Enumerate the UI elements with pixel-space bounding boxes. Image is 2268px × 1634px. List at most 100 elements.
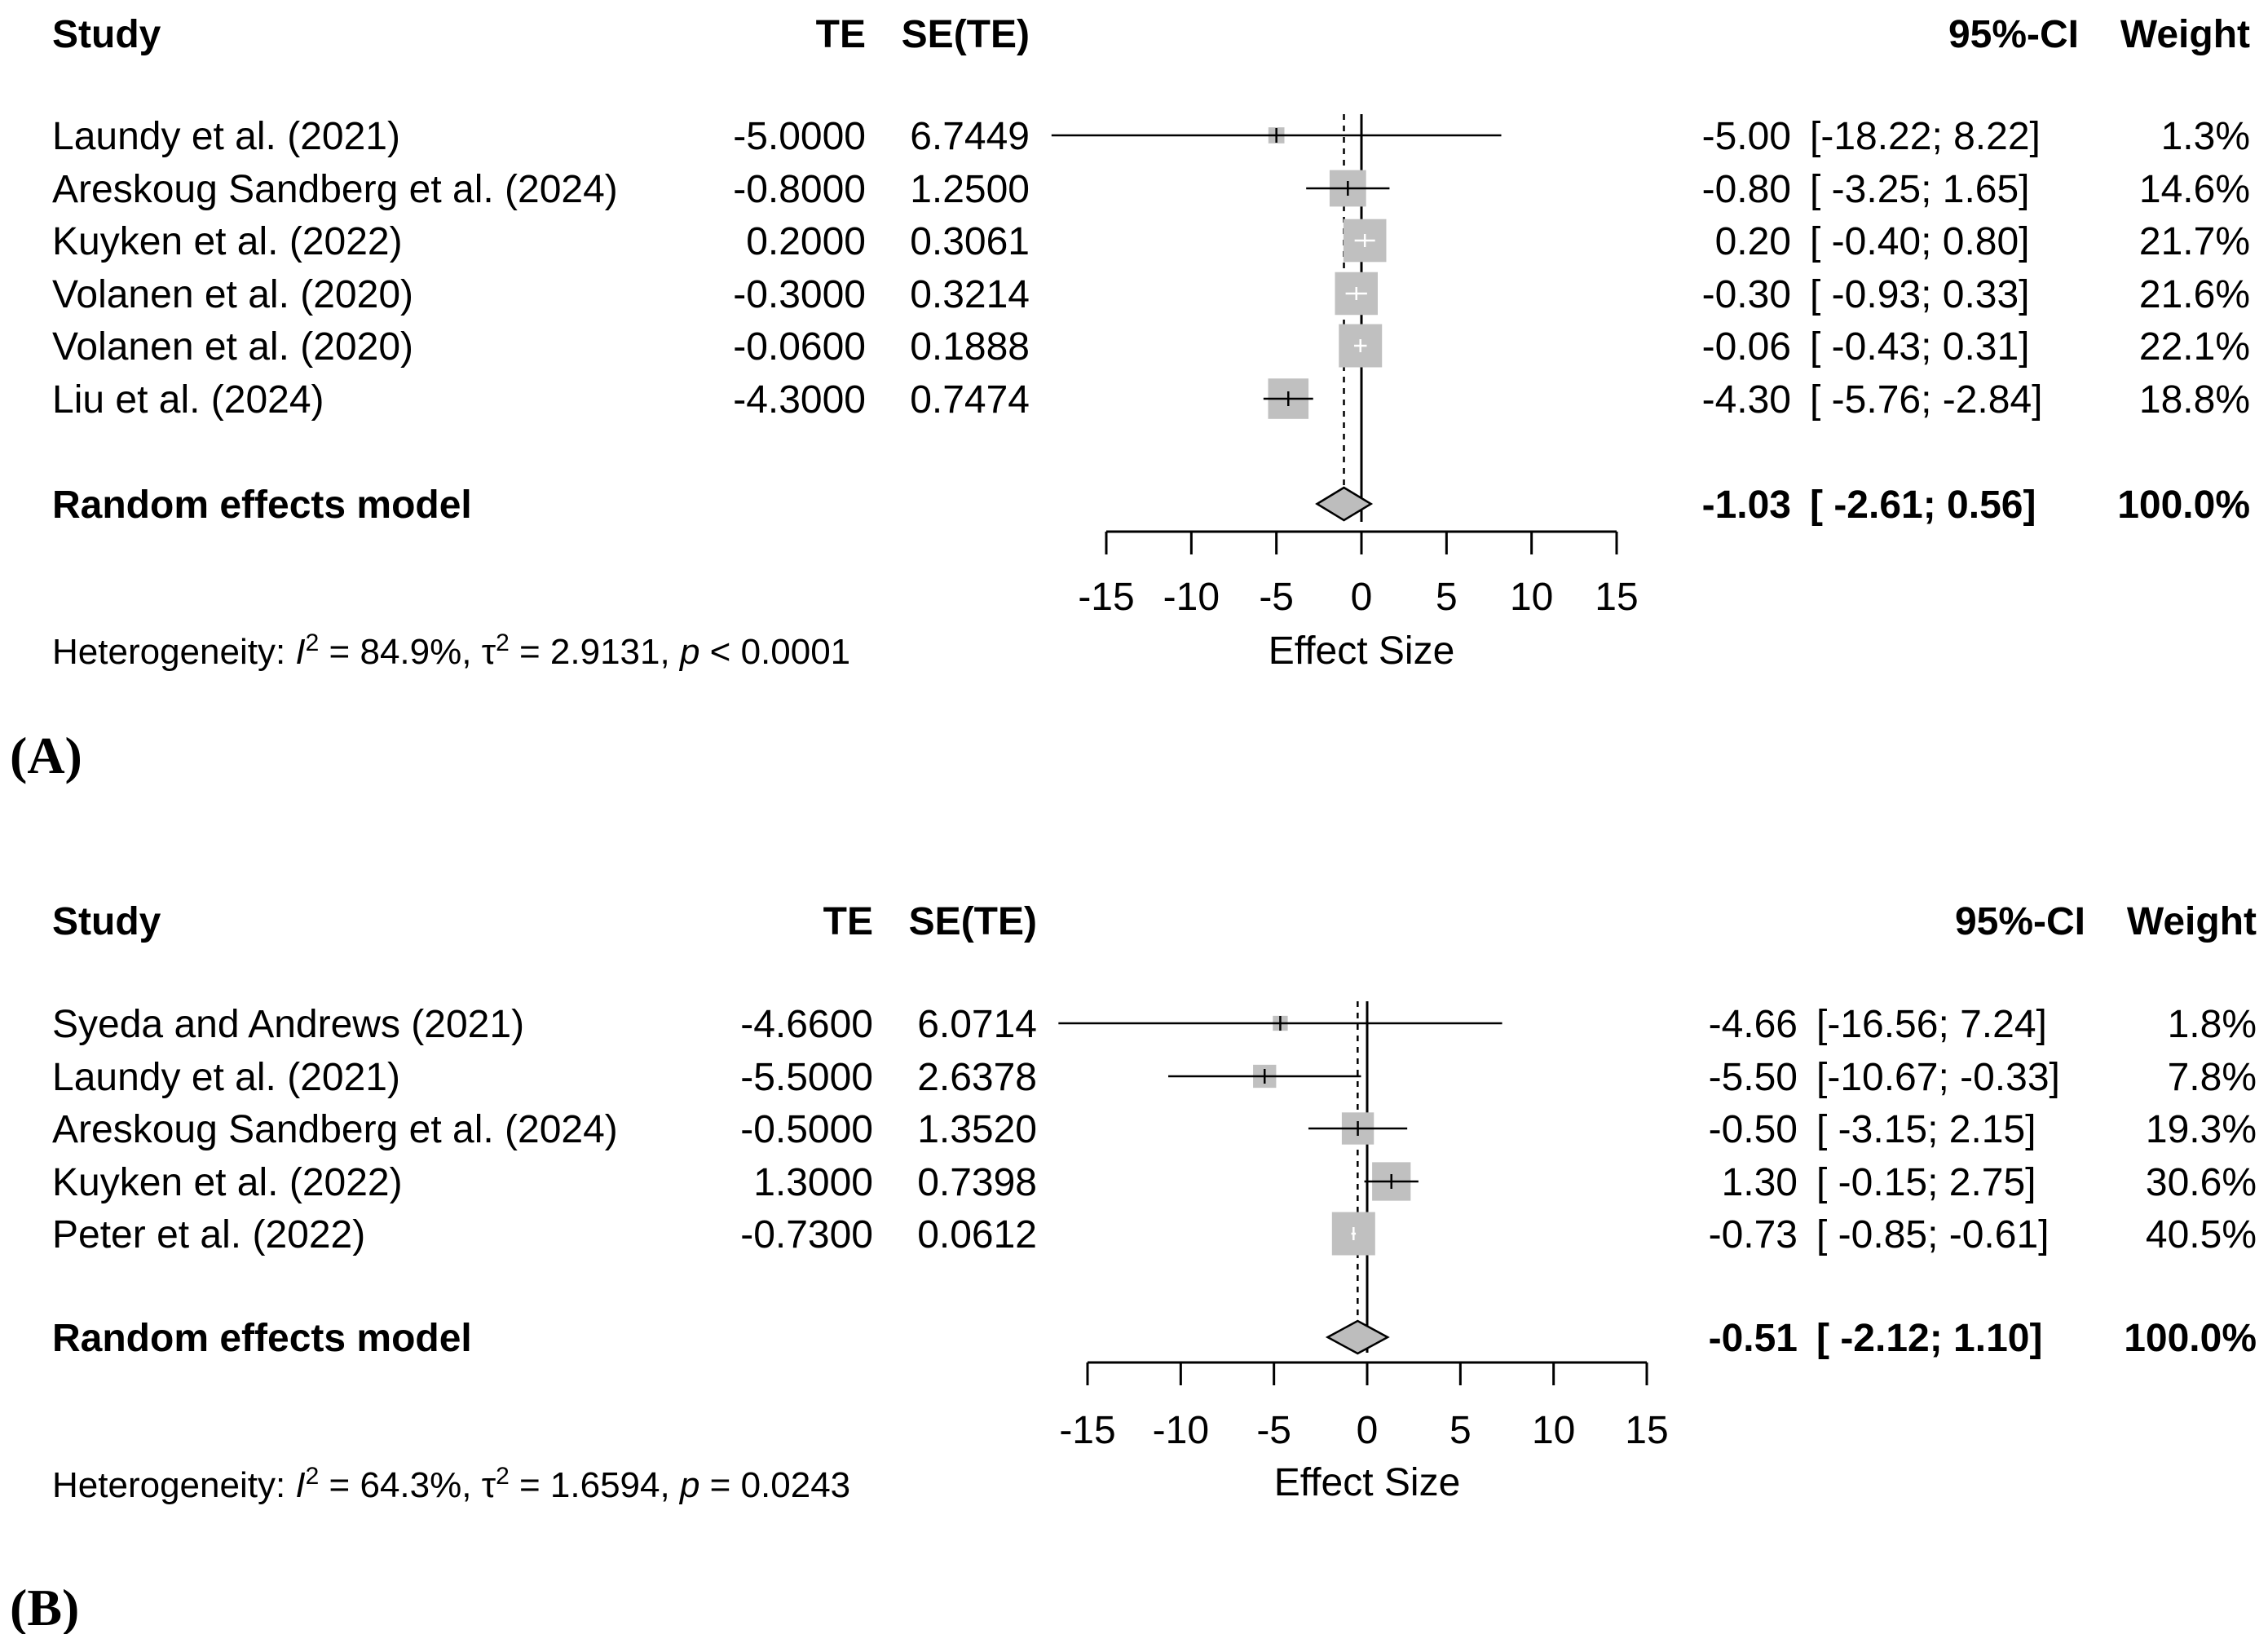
pooled-estimate: -0.51 [1709, 1317, 1798, 1360]
study-te: -0.7300 [740, 1213, 873, 1256]
study-se: 0.7398 [917, 1161, 1037, 1204]
header-ci: 95%-CI [1955, 900, 2085, 943]
study-te: -0.8000 [733, 168, 866, 211]
heterogeneity-sup: 2 [496, 629, 510, 656]
x-tick-label: -15 [1078, 576, 1134, 619]
study-name: Peter et al. (2022) [52, 1213, 365, 1256]
study-se: 0.1888 [910, 325, 1030, 369]
study-ci: [ -5.76; -2.84] [1810, 378, 2043, 422]
header-weight: Weight [2120, 13, 2250, 56]
study-name: Laundy et al. (2021) [52, 1056, 400, 1099]
heterogeneity-prefix: Heterogeneity: [52, 1465, 295, 1505]
study-te: 1.3000 [753, 1161, 873, 1204]
x-tick-label: -5 [1256, 1409, 1291, 1452]
study-weight: 21.7% [2139, 220, 2250, 263]
panel-label: (B) [10, 1579, 79, 1634]
study-estimate: -0.06 [1702, 325, 1791, 369]
study-ci: [ -0.15; 2.75] [1816, 1161, 2036, 1204]
study-te: -0.5000 [740, 1108, 873, 1151]
x-tick-label: -15 [1059, 1409, 1115, 1452]
study-te: 0.2000 [746, 220, 866, 263]
header-study: Study [52, 13, 161, 56]
heterogeneity-p: p [678, 1465, 699, 1505]
header-se: SE(TE) [909, 900, 1037, 943]
study-te: -4.3000 [733, 378, 866, 422]
study-se: 6.0714 [917, 1003, 1037, 1046]
heterogeneity-p-value: = 0.0243 [699, 1465, 850, 1505]
study-se: 0.7474 [910, 378, 1030, 422]
study-estimate: -4.30 [1702, 378, 1791, 422]
study-ci: [ -0.43; 0.31] [1810, 325, 2030, 369]
study-name: Liu et al. (2024) [52, 378, 324, 422]
pooled-weight: 100.0% [2124, 1317, 2257, 1360]
x-tick-label: 5 [1449, 1409, 1472, 1452]
study-estimate: -0.80 [1702, 168, 1791, 211]
study-name: Syeda and Andrews (2021) [52, 1003, 524, 1046]
heterogeneity-i2-value: = 64.3%, [319, 1465, 481, 1505]
study-ci: [ -0.85; -0.61] [1816, 1213, 2050, 1256]
study-se: 0.3061 [910, 220, 1030, 263]
header-study: Study [52, 900, 161, 943]
heterogeneity-p-value: < 0.0001 [699, 632, 850, 672]
study-ci: [ -0.93; 0.33] [1810, 273, 2030, 316]
heterogeneity-prefix: Heterogeneity: [52, 632, 295, 672]
heterogeneity-tau: τ [482, 1465, 496, 1505]
study-name: Areskoug Sandberg et al. (2024) [52, 1108, 618, 1151]
study-ci: [-18.22; 8.22] [1810, 115, 2041, 158]
study-weight: 1.3% [2161, 115, 2250, 158]
heterogeneity-tau-value: = 1.6594, [510, 1465, 680, 1505]
heterogeneity-tau-value: = 2.9131, [510, 632, 680, 672]
header-se: SE(TE) [902, 13, 1030, 56]
pooled-weight: 100.0% [2117, 484, 2250, 527]
pooled-ci: [ -2.12; 1.10] [1816, 1317, 2042, 1360]
x-axis-title: Effect Size [1274, 1461, 1461, 1504]
header-te: TE [816, 13, 866, 56]
x-tick-label: -5 [1259, 576, 1294, 619]
x-tick-label: -10 [1163, 576, 1220, 619]
pooled-ci: [ -2.61; 0.56] [1810, 484, 2036, 527]
study-name: Volanen et al. (2020) [52, 273, 413, 316]
study-name: Kuyken et al. (2022) [52, 1161, 403, 1204]
heterogeneity-sup: 2 [496, 1463, 510, 1490]
study-ci: [ -3.25; 1.65] [1810, 168, 2030, 211]
heterogeneity-tau: τ [482, 632, 496, 672]
x-tick-label: 0 [1357, 1409, 1379, 1452]
heterogeneity-p: p [678, 632, 699, 672]
study-weight: 7.8% [2168, 1056, 2257, 1099]
study-ci: [ -0.40; 0.80] [1810, 220, 2030, 263]
header-weight: Weight [2127, 900, 2257, 943]
pooled-name: Random effects model [52, 484, 472, 527]
study-ci: [ -3.15; 2.15] [1816, 1108, 2036, 1151]
study-te: -0.3000 [733, 273, 866, 316]
header-te: TE [823, 900, 873, 943]
heterogeneity-i2: I [295, 632, 305, 672]
x-tick-label: 0 [1351, 576, 1373, 619]
study-name: Areskoug Sandberg et al. (2024) [52, 168, 618, 211]
heterogeneity-text: Heterogeneity: I2 = 84.9%, τ2 = 2.9131, … [52, 629, 850, 673]
study-te: -5.0000 [733, 115, 866, 158]
header-ci: 95%-CI [1948, 13, 2079, 56]
study-estimate: -0.50 [1709, 1108, 1798, 1151]
panel-label: (A) [10, 726, 82, 784]
x-axis-title: Effect Size [1269, 629, 1455, 673]
study-se: 0.3214 [910, 273, 1030, 316]
study-weight: 40.5% [2146, 1213, 2257, 1256]
x-tick-label: 10 [1510, 576, 1553, 619]
study-estimate: 1.30 [1722, 1161, 1798, 1204]
heterogeneity-sup: 2 [306, 1463, 320, 1490]
study-te: -4.6600 [740, 1003, 873, 1046]
study-se: 1.3520 [917, 1108, 1037, 1151]
study-estimate: -4.66 [1709, 1003, 1798, 1046]
pooled-name: Random effects model [52, 1317, 472, 1360]
study-weight: 14.6% [2139, 168, 2250, 211]
study-estimate: -5.00 [1702, 115, 1791, 158]
heterogeneity-text: Heterogeneity: I2 = 64.3%, τ2 = 1.6594, … [52, 1463, 850, 1506]
pooled-diamond [1325, 1319, 1390, 1355]
study-te: -0.0600 [733, 325, 866, 369]
study-weight: 21.6% [2139, 273, 2250, 316]
study-estimate: 0.20 [1715, 220, 1791, 263]
pooled-estimate: -1.03 [1702, 484, 1791, 527]
x-tick-label: 15 [1595, 576, 1638, 619]
study-estimate: -5.50 [1709, 1056, 1798, 1099]
study-ci: [-10.67; -0.33] [1816, 1056, 2060, 1099]
